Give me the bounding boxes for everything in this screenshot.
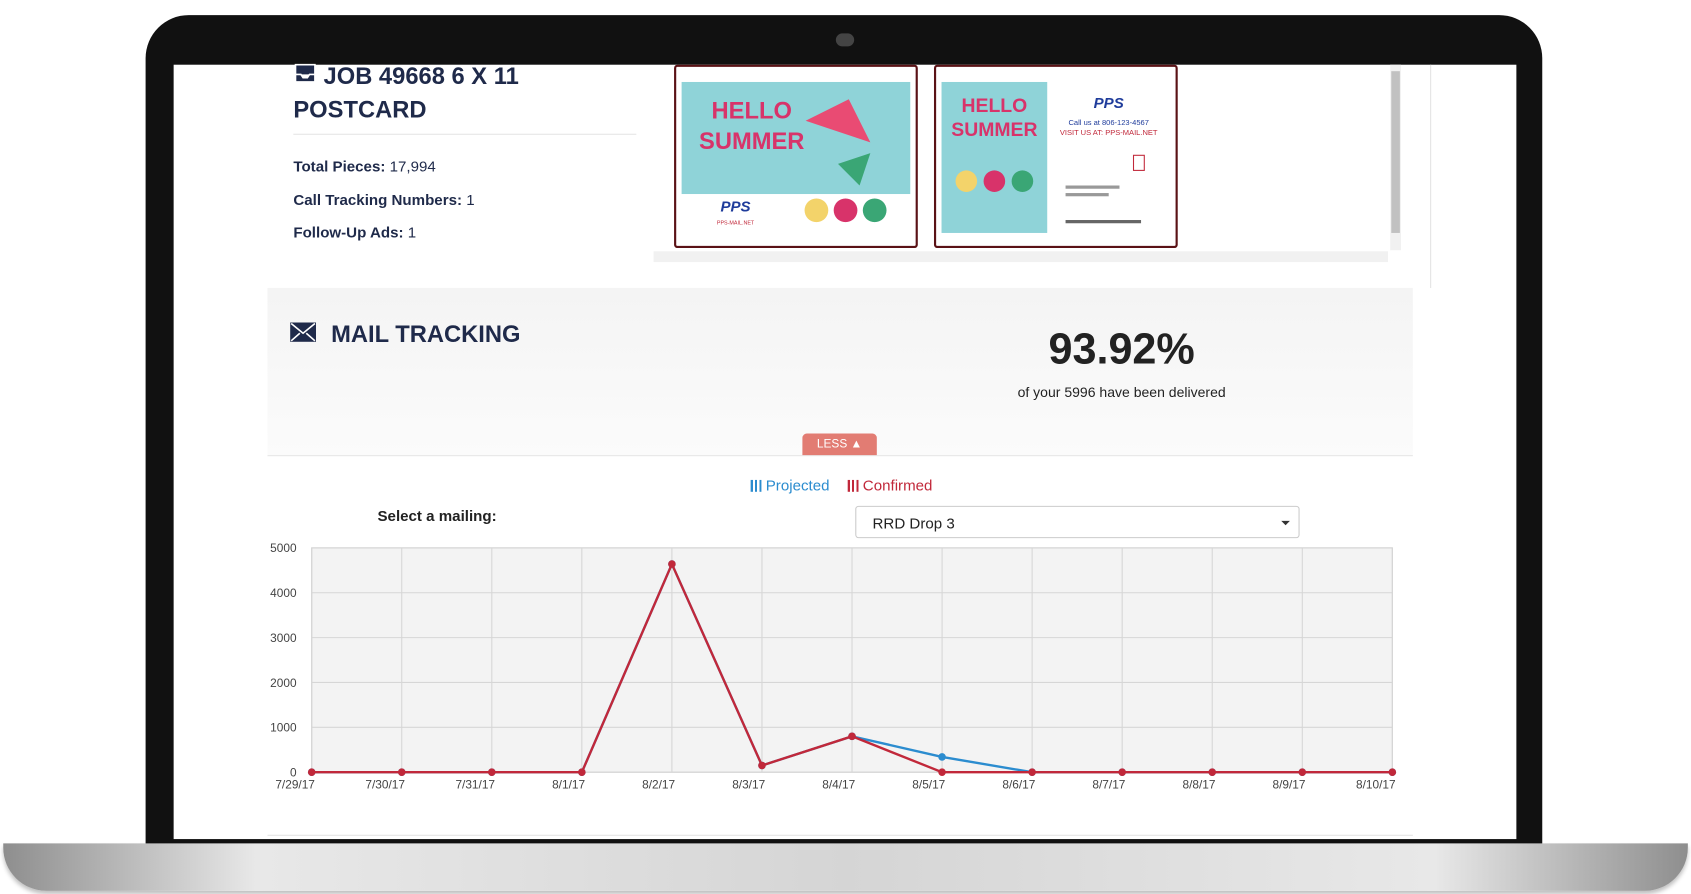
y-tick-label: 0 <box>290 766 297 780</box>
web: PPS-MAIL.NET <box>717 220 755 226</box>
stat: Follow-Up Ads: 1 <box>293 223 416 240</box>
headline: HELLO <box>961 95 1027 117</box>
stat-value: 1 <box>466 190 475 209</box>
x-tick-label: 8/5/17 <box>912 777 945 791</box>
data-point <box>307 768 316 776</box>
data-point <box>938 768 946 776</box>
divider <box>267 834 1413 836</box>
toggle-label: LESS <box>816 437 848 451</box>
stat-label: Follow-Up Ads: <box>293 223 404 241</box>
data-point <box>668 560 676 568</box>
inbox-icon <box>294 63 316 83</box>
divider <box>293 133 637 135</box>
headline: SUMMER <box>699 129 804 155</box>
data-point <box>1388 768 1397 776</box>
data-point <box>1298 768 1307 776</box>
y-tick-label: 1000 <box>270 721 297 735</box>
stat-value: 1 <box>407 223 417 241</box>
web: VISIT US AT: PPS-MAIL.NET <box>1060 128 1158 137</box>
x-tick-label: 8/7/17 <box>1092 777 1125 791</box>
scroll-thumb[interactable] <box>1391 71 1400 233</box>
line-chart: 0 1000 2000 3000 4000 5000 7/29/17 7/30/17 7/31/… <box>270 541 1397 791</box>
phone: Call us at 806-123-4567 <box>1069 118 1149 127</box>
x-tick-label: 8/3/17 <box>732 777 765 791</box>
data-point <box>938 753 946 761</box>
legend-label: Projected <box>765 476 830 494</box>
headline: SUMMER <box>951 119 1037 141</box>
headline: HELLO <box>712 99 792 125</box>
data-point <box>758 761 766 770</box>
legend-icon <box>847 479 859 492</box>
mailing-select[interactable]: RRD Drop 3 <box>855 505 1300 539</box>
job-title: JOB 49668 6 X 11 POSTCARD <box>293 59 573 126</box>
data-point <box>848 732 856 741</box>
legend-icon <box>750 479 762 492</box>
y-tick-label: 4000 <box>270 586 297 600</box>
x-tick-label: 8/2/17 <box>642 777 675 791</box>
x-tick-label: 8/1/17 <box>552 777 585 791</box>
postcard-back[interactable]: HELLO SUMMER PPS Call us at 806-123-4567… <box>933 64 1178 249</box>
stat-label: Call Tracking Numbers: <box>293 190 463 209</box>
x-tick-label: 7/31/17 <box>455 777 495 791</box>
h-scrollbar[interactable] <box>653 251 1389 263</box>
stat: Call Tracking Numbers: 1 <box>293 191 474 208</box>
postcard-front-art: HELLO SUMMER PPS PPS-MAIL.NET <box>681 81 911 233</box>
job-title-text: JOB 49668 6 X 11 POSTCARD <box>293 62 519 123</box>
x-tick-label: 7/29/17 <box>275 777 315 791</box>
tracking-panel <box>267 287 1413 457</box>
envelope-icon <box>290 322 317 342</box>
divider <box>1430 64 1432 288</box>
y-tick-label: 3000 <box>270 631 297 645</box>
logo: PPS <box>1094 95 1124 112</box>
toggle-button[interactable]: LESS ▲ <box>802 433 877 456</box>
logo: PPS <box>720 198 750 215</box>
data-point <box>1028 768 1036 776</box>
y-tick-label: 5000 <box>270 541 297 555</box>
select-value: RRD Drop 3 <box>872 514 955 532</box>
data-point <box>1118 768 1126 776</box>
camera <box>835 33 855 47</box>
x-tick-label: 8/10/17 <box>1356 777 1396 791</box>
laptop-base <box>3 843 1688 891</box>
x-tick-label: 7/30/17 <box>365 777 405 791</box>
data-point <box>1208 768 1217 776</box>
delivered-caption: of your 5996 have been delivered <box>1017 383 1226 401</box>
data-point <box>488 768 496 776</box>
legend-item[interactable]: Projected <box>750 476 830 494</box>
postcard-back-art: HELLO SUMMER PPS Call us at 806-123-4567… <box>941 81 1158 233</box>
data-point <box>578 768 586 776</box>
x-tick-label: 8/9/17 <box>1273 777 1306 791</box>
x-tick-label: 8/6/17 <box>1002 777 1035 791</box>
stat: Total Pieces: 17,994 <box>293 157 435 174</box>
x-tick-label: 8/4/17 <box>822 777 855 791</box>
postcard-front[interactable]: HELLO SUMMER PPS PPS-MAIL.NET <box>674 64 918 249</box>
delivered-percent: 93.92% <box>1048 325 1195 374</box>
x-tick-label: 8/8/17 <box>1182 777 1215 791</box>
data-point <box>397 768 406 776</box>
select-label: Select a mailing: <box>377 506 497 525</box>
stat-label: Total Pieces: <box>293 157 386 175</box>
v-scrollbar[interactable] <box>1390 64 1401 251</box>
legend-item[interactable]: Confirmed <box>847 476 933 494</box>
section-title: MAIL TRACKING <box>331 320 521 348</box>
legend-label: Confirmed <box>862 476 933 494</box>
stat-value: 17,994 <box>389 157 436 175</box>
y-tick-label: 2000 <box>270 676 297 690</box>
